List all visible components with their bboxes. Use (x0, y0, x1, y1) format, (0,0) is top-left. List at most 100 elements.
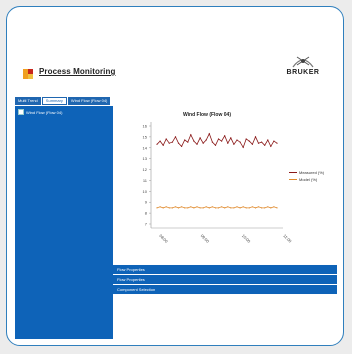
data-point (257, 206, 260, 208)
y-tick-label: 11 (143, 178, 148, 183)
data-point (239, 207, 241, 209)
legend-label: Model (%) (299, 177, 318, 182)
y-tick-label: 9 (145, 200, 148, 205)
data-point (159, 206, 161, 208)
page-title: Process Monitoring (39, 67, 116, 76)
data-point (254, 136, 257, 138)
data-point (217, 138, 220, 140)
chart-title: Wind Flow (Flow 04) (183, 112, 231, 118)
data-point (227, 142, 229, 144)
data-point (208, 207, 210, 209)
data-point (165, 138, 167, 140)
data-point (251, 206, 253, 208)
tab-wind-flow[interactable]: Wind Flow (Flow 04) (67, 97, 111, 105)
y-tick-label: 8 (145, 211, 148, 216)
data-point (245, 207, 247, 209)
page-header: Process Monitoring BRUKER (7, 7, 343, 93)
sidebar: Wind Flow (Flow 04) (15, 106, 113, 339)
data-point (181, 145, 183, 147)
tab-summary[interactable]: Summary (41, 97, 67, 105)
data-point (264, 144, 266, 146)
data-point (184, 207, 186, 209)
sidebar-item-checkbox[interactable] (18, 109, 24, 115)
data-point (159, 140, 161, 142)
app-logo-icon (23, 69, 33, 79)
series-line-2 (156, 206, 278, 209)
data-point (261, 207, 263, 209)
panel-bar-flow-properties[interactable]: Flow Properties (113, 264, 337, 274)
y-tick-label: 16 (143, 124, 148, 129)
data-point (190, 206, 192, 208)
data-point (264, 207, 266, 209)
screenshot-frame: Process Monitoring BRUKER Multi Trend Su… (6, 6, 344, 346)
panel-bar-component-selection[interactable]: Component Selection (113, 284, 337, 294)
data-point (202, 142, 204, 144)
brand-name: BRUKER (286, 69, 320, 76)
data-point (156, 143, 158, 145)
data-point (242, 206, 244, 208)
data-point (233, 207, 235, 209)
chart-panel: Wind Flow (Flow 04) 16 15 14 13 12 11 10 9 8 7 08:… (113, 106, 337, 264)
x-tick-label: 08:00 (158, 233, 169, 244)
brand-logo: BRUKER (275, 53, 331, 81)
chart-axes: 16 15 14 13 12 11 10 9 8 7 08:00 09:00 10:00 11:00 (143, 122, 293, 244)
data-point (248, 140, 250, 142)
data-point (276, 142, 278, 144)
data-point (261, 141, 263, 143)
data-point (236, 206, 238, 208)
data-point (196, 206, 198, 208)
data-point (224, 135, 226, 137)
data-point (276, 207, 278, 209)
data-point (205, 206, 207, 208)
data-point (177, 142, 180, 144)
y-tick-label: 14 (143, 145, 148, 150)
sidebar-item-wind-flow[interactable]: Wind Flow (Flow 04) (18, 109, 62, 115)
tab-multi-trend[interactable]: Multi Trend (15, 97, 41, 105)
panel-bar-flow-properties-2[interactable]: Flow Properties (113, 274, 337, 284)
data-point (162, 144, 164, 146)
chart-legend: Measured (%) Model (%) (289, 170, 325, 182)
data-point (248, 207, 250, 209)
data-point (267, 139, 269, 141)
data-point (221, 140, 223, 142)
data-point (224, 207, 226, 209)
y-tick-label: 7 (145, 222, 148, 227)
y-tick-label: 10 (143, 189, 148, 194)
data-point (190, 134, 192, 136)
data-point (254, 207, 257, 209)
data-point (242, 146, 244, 148)
data-point (196, 143, 198, 145)
data-point (193, 140, 195, 142)
y-tick-label: 13 (143, 156, 148, 161)
data-point (214, 144, 217, 146)
data-point (214, 207, 217, 209)
data-point (273, 206, 275, 208)
data-point (184, 139, 186, 141)
data-point (208, 133, 210, 135)
data-point (162, 207, 164, 209)
data-point (193, 207, 195, 209)
data-point (257, 142, 260, 144)
data-point (221, 206, 223, 208)
data-point (199, 207, 201, 209)
data-point (270, 145, 272, 147)
data-point (168, 207, 170, 209)
y-tick-label: 12 (143, 167, 148, 172)
x-tick-label: 11:00 (282, 233, 293, 244)
data-point (230, 207, 232, 209)
data-point (211, 206, 213, 208)
data-point (236, 139, 238, 141)
data-point (217, 207, 220, 209)
data-point (181, 206, 183, 208)
chart-series (156, 132, 278, 209)
tab-bar: Multi Trend Summary Wind Flow (Flow 04) (15, 97, 111, 105)
data-point (270, 207, 272, 209)
data-point (174, 206, 177, 208)
data-point (211, 141, 213, 143)
data-point (245, 138, 247, 140)
series-line-1 (156, 132, 278, 149)
legend-label: Measured (%) (299, 170, 325, 175)
data-point (202, 207, 204, 209)
data-point (239, 141, 241, 143)
sidebar-item-label: Wind Flow (Flow 04) (26, 109, 63, 115)
